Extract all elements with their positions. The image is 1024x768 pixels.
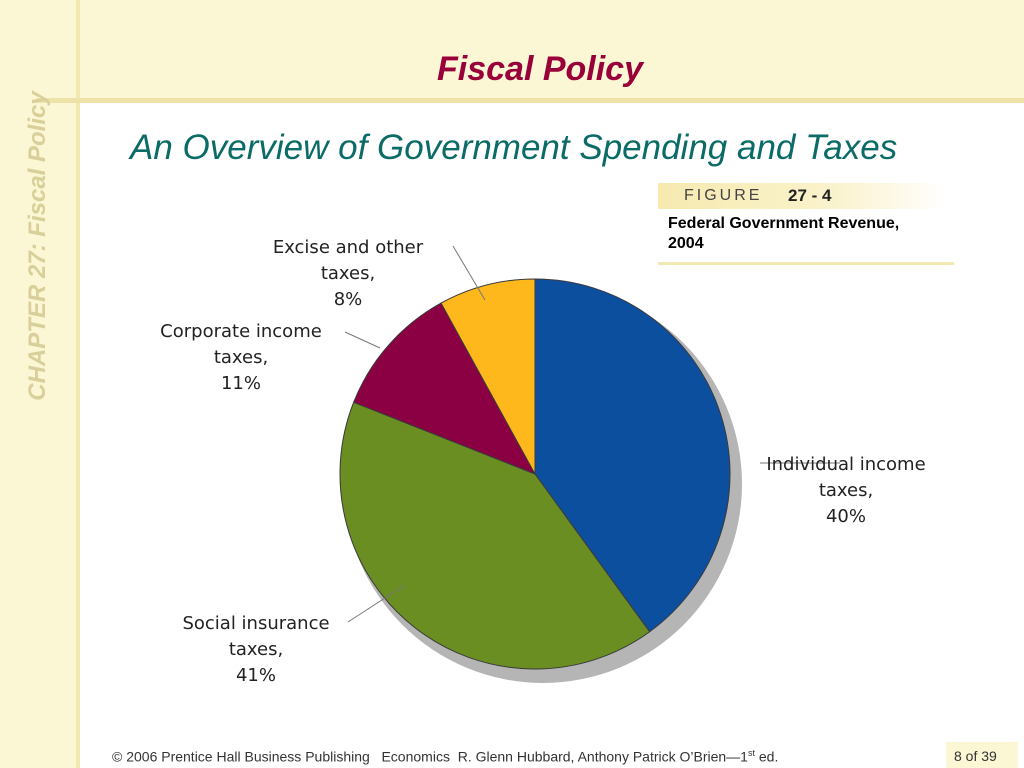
footer-edition: ed. [755, 748, 779, 765]
figure-caption-line1: Federal Government Revenue, [668, 215, 900, 232]
leader-line-2 [344, 331, 381, 349]
footer-edition-sup: st [747, 748, 755, 758]
leader-line-3 [452, 245, 486, 301]
figure-number: 27 - 4 [788, 186, 832, 205]
header-rule [36, 98, 1024, 103]
figure-caption-line2: 2004 [668, 235, 704, 252]
pie-slice-0 [534, 278, 731, 633]
footer-copyright: © 2006 Prentice Hall Business Publishing [112, 748, 370, 765]
footer-credit: © 2006 Prentice Hall Business Publishing… [112, 748, 778, 765]
chapter-label: CHAPTER 27: Fiscal Policy [18, 0, 58, 660]
page-number: 8 of 39 [954, 748, 997, 764]
sidebar-edge [76, 0, 80, 768]
figure-caption: Federal Government Revenue, 2004 [668, 214, 968, 254]
footer-book: Economics [381, 748, 450, 765]
caption-rule [658, 262, 954, 265]
pie-slice-3 [440, 278, 536, 475]
pie-slice-1 [339, 401, 651, 670]
header-band [80, 0, 1024, 98]
slice-label-1: Social insurance taxes, 41% [182, 613, 329, 686]
sidebar-band [0, 0, 80, 768]
page-number-box [946, 742, 1018, 768]
pie-slice-2 [353, 302, 537, 475]
leader-line-1 [347, 584, 406, 623]
slice-label-0: Individual income taxes, 40% [766, 454, 925, 527]
slide-subtitle: An Overview of Government Spending and T… [130, 128, 898, 167]
footer-authors: R. Glenn Hubbard, Anthony Patrick O’Brie… [457, 748, 748, 765]
pie-chart: Individual income taxes, 40% Social insuran… [160, 237, 925, 686]
slice-label-2: Corporate income taxes, 11% [160, 321, 322, 394]
figure-tag: FIGURE 27 - 4 [658, 183, 948, 209]
slice-label-3: Excise and other taxes, 8% [273, 237, 424, 310]
figure-word: FIGURE [684, 187, 763, 204]
chapter-label-text: CHAPTER 27: Fiscal Policy [24, 91, 51, 401]
slide-title: Fiscal Policy [437, 50, 643, 88]
